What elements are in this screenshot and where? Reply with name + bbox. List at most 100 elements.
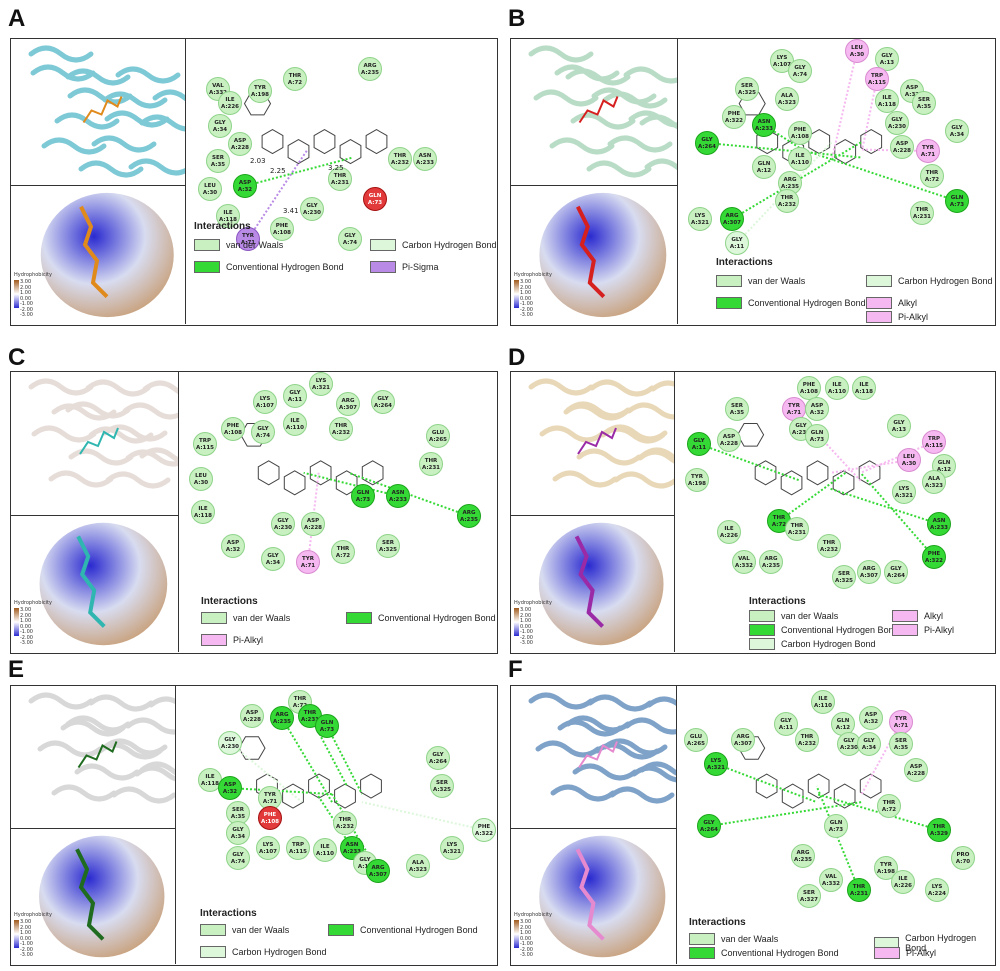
residue-node: LYS A:321 (688, 207, 712, 231)
ribbon-strand (624, 717, 676, 735)
ligand-stick (75, 848, 105, 941)
residue-node: LYS A:321 (440, 836, 464, 860)
surface-blob (539, 835, 666, 958)
residue-node: THR A:232 (333, 811, 357, 835)
residue-node: THR A:231 (419, 452, 443, 476)
interaction-line (816, 793, 940, 831)
residue-node: GLN A:73 (945, 189, 969, 213)
ribbon-strand (535, 740, 601, 758)
residue-node: TRP A:115 (922, 430, 946, 454)
hydrophobicity-tick: 3.00 (20, 919, 32, 925)
legend-item: Conventional Hydrogen Bond (194, 261, 344, 273)
ribbon-strand (31, 425, 97, 443)
residue-node: ILE A:110 (283, 412, 307, 436)
ring (365, 129, 388, 155)
ribbon-strand (591, 87, 657, 105)
residue-node: TRP A:115 (286, 836, 310, 860)
ribbon-strand (41, 137, 107, 155)
legend-swatch (194, 239, 220, 251)
ribbon-strand (539, 425, 605, 443)
residue-node: GLY A:34 (857, 732, 881, 756)
hydrophobicity-tick: -2.00 (520, 946, 533, 953)
ligand-stick (575, 848, 605, 941)
residue-node: SER A:325 (735, 77, 759, 101)
interaction-line (281, 717, 333, 803)
legend-item: Carbon Hydrogen Bond (200, 946, 327, 958)
hydrophobic-surface-view: Hydrophobicity 3.00 2.00 1.00 0.00 -1.00 -2.00… (11, 516, 179, 652)
ribbon-strand (104, 110, 170, 128)
residue-node: PHE A:108 (221, 417, 245, 441)
surface-blob (40, 192, 174, 318)
hydrophobicity-tick: 2.00 (520, 924, 532, 931)
ring (833, 783, 856, 809)
hydrophobicity-gradient (514, 920, 519, 948)
ribbon-strand (554, 64, 620, 82)
residue-node: TYR A:71 (236, 227, 260, 251)
residue-node: ARG A:307 (720, 207, 744, 231)
residue-node: GLN A:73 (805, 424, 829, 448)
residue-node: GLN A:12 (752, 155, 776, 179)
ring (334, 783, 356, 809)
hydrophobicity-label: Hydrophobicity (514, 600, 552, 606)
legend-item: Carbon Hydrogen Bond (370, 239, 497, 251)
ring (308, 773, 330, 799)
ribbon-strand (152, 89, 185, 102)
ribbon-strand (142, 380, 178, 395)
legend-item: van der Waals (716, 275, 805, 287)
legend-item: Pi-Sigma (370, 261, 439, 273)
hydrophobicity-tick: 0.00 (520, 935, 532, 942)
ribbon-strand (68, 448, 134, 466)
interaction-line (698, 443, 801, 482)
residue-node: ILE A:110 (825, 376, 849, 400)
protein-ribbon-view (511, 39, 678, 186)
ring (360, 773, 382, 799)
ligand-skeleton (708, 721, 940, 891)
hydrophobicity-tick: 2.00 (520, 284, 532, 291)
ring (361, 460, 384, 486)
residue-node: THR A:231 (785, 517, 809, 541)
legend-title: Interactions (201, 596, 258, 607)
protein-ribbon-icon (28, 45, 185, 178)
legend-swatch (749, 624, 775, 636)
residue-node: ILE A:118 (852, 376, 876, 400)
hydrophobicity-tick: 1.00 (520, 930, 532, 936)
panel-letter: E (8, 656, 25, 683)
ribbon-strand (51, 403, 117, 421)
hydrophobicity-tick: 3.00 (520, 607, 532, 613)
legend-swatch (689, 947, 715, 959)
ligand-stick (578, 96, 619, 124)
ribbon-strand (28, 378, 94, 396)
panel-letter: B (508, 5, 526, 32)
interaction-line (361, 801, 485, 831)
hydrophobicity-ticks: 3.00 2.00 1.00 0.00 -1.00 -2.00 -3.00 (20, 919, 33, 959)
residue-node: ARG A:307 (731, 728, 755, 752)
residue-node: GLY A:74 (338, 227, 362, 251)
protein-ribbon-view (511, 372, 675, 516)
legend-label: van der Waals (226, 240, 284, 250)
hydrophobicity-ticks: 3.00 2.00 1.00 0.00 -1.00 -2.00 -3.00 (20, 279, 33, 319)
panel-d: Hydrophobicity 3.00 2.00 1.00 0.00 -1.00 -2.00… (510, 371, 996, 654)
ribbon-strand (102, 91, 168, 109)
surface-icon (40, 192, 174, 318)
legend-swatch (874, 947, 900, 959)
interaction-line (247, 149, 309, 240)
residue-node: THR A:232 (329, 417, 353, 441)
residue-node: THR A:231 (847, 878, 871, 902)
ring (859, 773, 882, 799)
ribbon-strand (576, 448, 642, 466)
residue-node: GLY A:34 (226, 821, 250, 845)
ring (860, 129, 883, 155)
residue-node: ILE A:226 (218, 91, 242, 115)
ribbon-strand (572, 763, 638, 781)
legend-swatch (749, 638, 775, 650)
residue-node: TRP A:115 (193, 432, 217, 456)
ligand-stick (82, 96, 123, 124)
ribbon-strand (586, 160, 652, 178)
ring (806, 460, 829, 486)
interaction-line (706, 142, 863, 159)
ribbon-strand (533, 89, 599, 107)
ribbon-strand (125, 449, 178, 467)
protein-ribbon-view (11, 686, 176, 829)
legend-label: van der Waals (233, 613, 291, 623)
interaction-line (731, 140, 863, 220)
